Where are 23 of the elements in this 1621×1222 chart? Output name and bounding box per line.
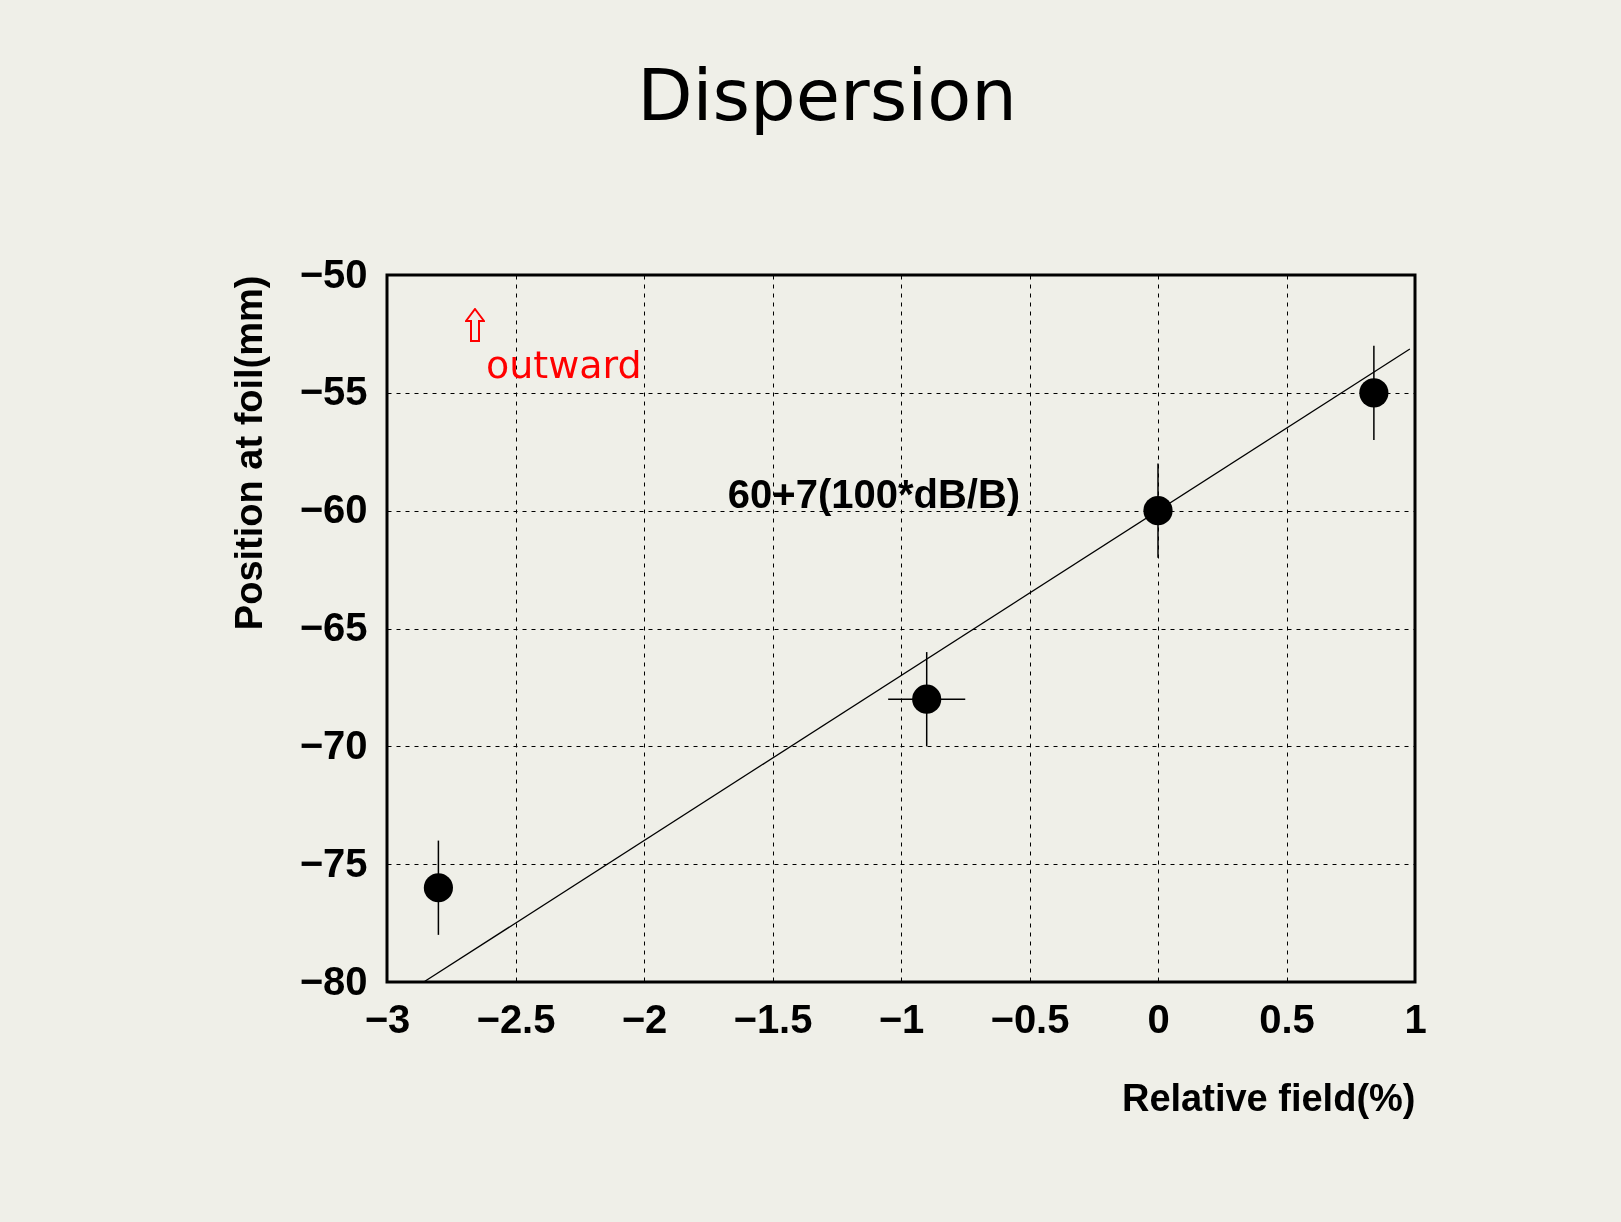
y-tick-label: −70 — [299, 722, 368, 767]
y-tick-label: −50 — [299, 251, 368, 296]
y-tick-label: −75 — [299, 840, 368, 885]
y-axis-title: Position at foil(mm) — [227, 275, 270, 631]
x-tick-label: −2.5 — [476, 996, 556, 1041]
x-tick-label: 1 — [1404, 996, 1427, 1041]
point — [423, 873, 453, 903]
annotation: 60+7(100*dB/B) — [727, 472, 1021, 516]
point — [1143, 496, 1173, 526]
y-tick-label: −65 — [299, 605, 368, 649]
point — [912, 684, 942, 714]
point — [1359, 378, 1389, 408]
x-tick-label: 0.5 — [1259, 996, 1315, 1041]
x-tick-label: −1 — [878, 996, 925, 1041]
y-tick-label: −60 — [299, 487, 368, 532]
annotation: outward — [486, 343, 642, 387]
chart-title: Dispersion — [637, 53, 1017, 137]
x-tick-label: −0.5 — [990, 996, 1070, 1041]
x-tick-label: −2 — [621, 996, 668, 1041]
y-tick-label: −55 — [299, 369, 368, 414]
x-tick-label: 0 — [1147, 996, 1170, 1041]
x-tick-label: −1.5 — [733, 996, 813, 1041]
x-axis-title: Relative field(%) — [1121, 1076, 1416, 1119]
